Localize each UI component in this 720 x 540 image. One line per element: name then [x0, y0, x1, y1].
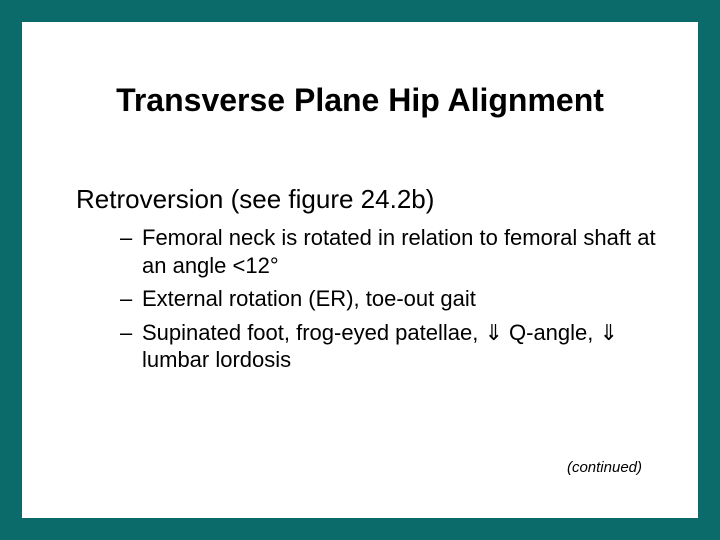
slide-subtitle: Retroversion (see figure 24.2b): [76, 184, 434, 215]
list-item: Femoral neck is rotated in relation to f…: [120, 224, 680, 279]
slide-title: Transverse Plane Hip Alignment: [22, 82, 698, 119]
list-item: External rotation (ER), toe-out gait: [120, 285, 680, 313]
list-item: Supinated foot, frog-eyed patellae, ⇓ Q-…: [120, 319, 680, 374]
bullet-list: Femoral neck is rotated in relation to f…: [120, 224, 680, 380]
slide-inner: Transverse Plane Hip Alignment Retrovers…: [22, 22, 698, 518]
slide: Transverse Plane Hip Alignment Retrovers…: [0, 0, 720, 540]
continued-label: (continued): [567, 459, 642, 476]
